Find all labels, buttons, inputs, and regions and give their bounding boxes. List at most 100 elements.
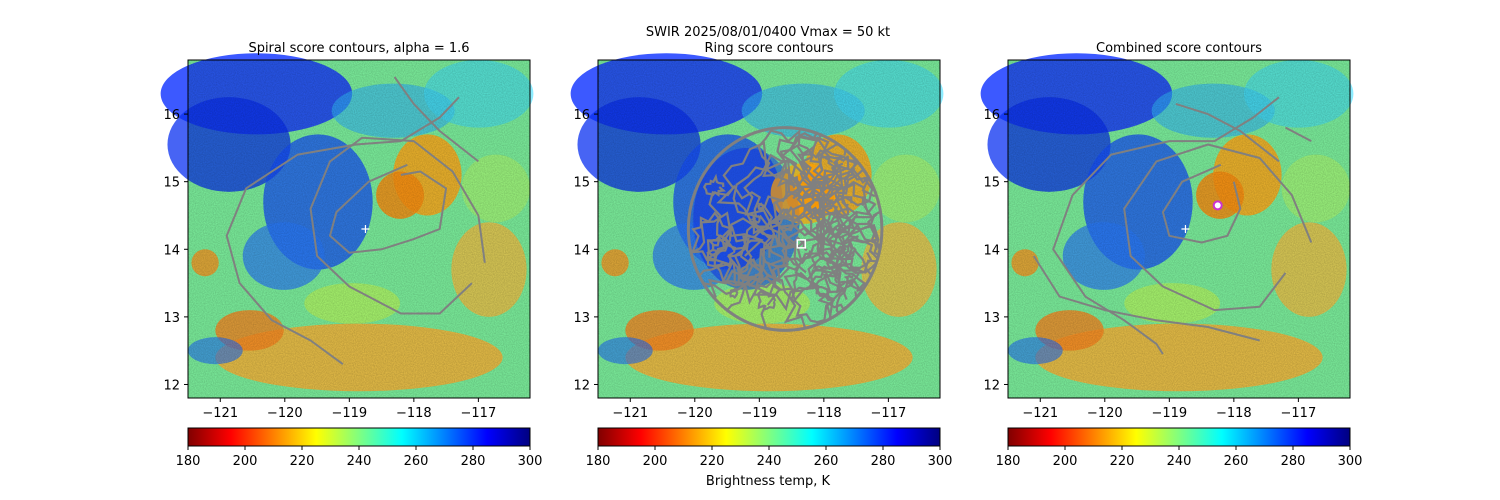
colorbar-tick-label: 260 [814, 454, 839, 469]
colorbar-tick-label: 260 [404, 454, 429, 469]
x-tick-label: −117 [461, 406, 497, 421]
ring-contour-line [743, 153, 815, 225]
y-tick-label: 16 [983, 108, 1000, 123]
colorbar-tick-label: 280 [461, 454, 486, 469]
colorbar-tick-label: 220 [290, 454, 315, 469]
y-tick-label: 14 [983, 243, 1000, 258]
colorbar-tick-label: 280 [1281, 454, 1306, 469]
combined-panel: Combined score contours −121 −120 −119 −118 −… [980, 41, 1363, 469]
axes-frame [597, 59, 941, 399]
x-tick-label: −120 [267, 406, 303, 421]
ring-contour-line [831, 193, 849, 214]
score-contour [393, 76, 480, 163]
colorbar-tick-label: 220 [700, 454, 725, 469]
colorbar [187, 427, 531, 447]
x-tick-label: −119 [1151, 406, 1187, 421]
ring-contour-line [757, 202, 765, 212]
colorbar [597, 427, 941, 447]
ring-contour-line [837, 223, 882, 275]
x-tick-label: −120 [1087, 406, 1123, 421]
score-contour [1032, 255, 1260, 342]
ring-contour-line [812, 155, 860, 191]
y-tick-label: 16 [163, 108, 180, 123]
x-tick-label: −120 [677, 406, 713, 421]
y-tick-label: 13 [573, 311, 590, 326]
colorbar-tick-label: 300 [928, 454, 953, 469]
ring-contour-line [810, 246, 834, 270]
axes-frame [187, 59, 531, 399]
y-tick-label: 15 [573, 176, 590, 191]
x-tick-label: −117 [1281, 406, 1317, 421]
panel-title: Combined score contours [1096, 41, 1262, 56]
ring-contour-line [760, 208, 825, 271]
y-tick-label: 14 [163, 243, 180, 258]
x-tick-label: −118 [806, 406, 842, 421]
spiral-panel: Spiral score contours, alpha = 1.6 −121 −1… [160, 41, 543, 469]
score-contour [225, 96, 460, 366]
y-tick-label: 14 [573, 243, 590, 258]
y-tick-label: 13 [983, 311, 1000, 326]
x-tick-label: −119 [331, 406, 367, 421]
ring-contour-line [824, 211, 843, 236]
panel-title: Ring score contours [704, 41, 833, 56]
colorbar-tick-label: 220 [1110, 454, 1135, 469]
field-texture [188, 60, 530, 398]
y-tick-label: 15 [983, 176, 1000, 191]
colorbar-tick-label: 200 [643, 454, 668, 469]
x-tick-label: −119 [741, 406, 777, 421]
y-tick-label: 16 [573, 108, 590, 123]
x-tick-label: −117 [871, 406, 907, 421]
y-tick-label: 15 [163, 176, 180, 191]
score-contour [1052, 96, 1280, 355]
combined-center-marker [1212, 200, 1223, 211]
field-texture [1008, 60, 1350, 398]
ring-contour-line [819, 215, 860, 259]
ring-contour-line [810, 265, 846, 297]
colorbar-label: Brightness temp, K [706, 474, 831, 489]
suptitle: SWIR 2025/08/01/0400 Vmax = 50 kt [646, 25, 890, 40]
colorbar-tick-label: 200 [1053, 454, 1078, 469]
panel-title: Spiral score contours, alpha = 1.6 [248, 41, 469, 56]
score-contour [1175, 102, 1280, 163]
ring-contour-line [708, 184, 771, 251]
ring-contour-line [733, 228, 789, 285]
y-tick-label: 12 [983, 378, 1000, 393]
ring-contour-line [706, 225, 753, 285]
score-contour [1285, 126, 1312, 142]
ring-contour-line [834, 156, 857, 181]
y-tick-label: 12 [573, 378, 590, 393]
ring-outline [686, 126, 884, 332]
x-tick-label: −121 [1022, 406, 1058, 421]
score-contour [309, 136, 486, 315]
colorbar-tick-label: 180 [996, 454, 1021, 469]
ring-contour-line [840, 240, 857, 258]
center-plus-marker [361, 225, 370, 233]
colorbar-tick-label: 240 [757, 454, 782, 469]
x-tick-label: −121 [202, 406, 238, 421]
colorbar-tick-label: 200 [233, 454, 258, 469]
score-contour [1161, 163, 1242, 244]
colorbar-tick-label: 300 [518, 454, 543, 469]
ring-contour-line [808, 269, 843, 302]
ring-contour-line [702, 173, 727, 197]
ring-contour-line [776, 205, 801, 232]
colorbar-tick-label: 180 [176, 454, 201, 469]
ring-contour-line [690, 211, 733, 262]
ring-contour-line [799, 148, 837, 186]
ring-contour-line [688, 211, 764, 296]
score-contour [329, 163, 448, 254]
colorbar [1007, 427, 1351, 447]
colorbar-tick-label: 240 [347, 454, 372, 469]
ring-panel: Ring score contours −121 −120 −119 −118 −117 1… [570, 41, 953, 469]
center-plus-marker [1181, 225, 1190, 233]
colorbar-tick-label: 300 [1338, 454, 1363, 469]
axes-frame [1007, 59, 1351, 399]
score-contour [1123, 143, 1313, 312]
x-tick-label: −118 [1216, 406, 1252, 421]
x-tick-label: −121 [612, 406, 648, 421]
colorbar-tick-label: 280 [871, 454, 896, 469]
ring-contour-line [781, 235, 812, 265]
ring-contour-line [756, 290, 777, 311]
colorbar-tick-label: 180 [586, 454, 611, 469]
